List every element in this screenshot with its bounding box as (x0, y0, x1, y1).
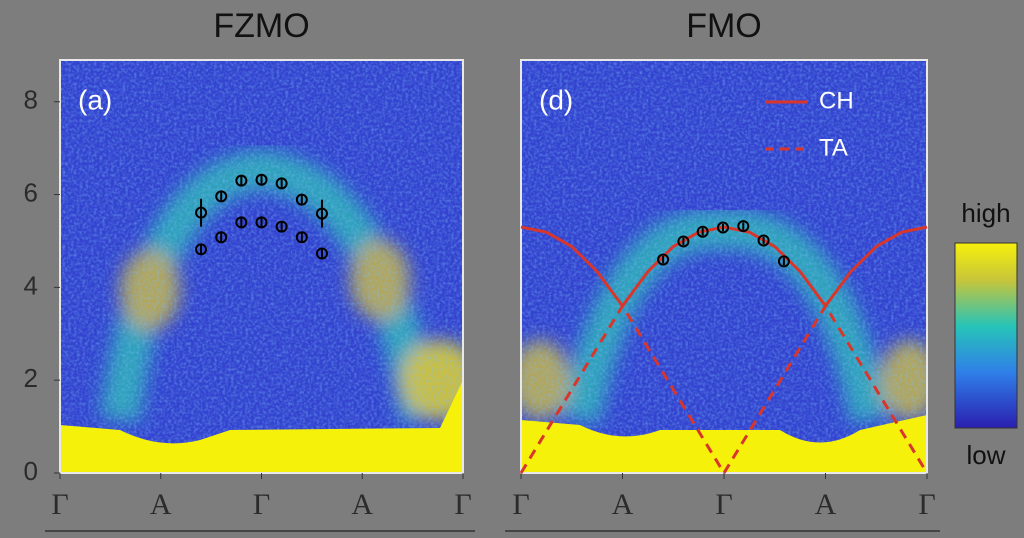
point (235, 216, 248, 229)
x-tick-label: Γ (454, 488, 471, 521)
point (195, 206, 208, 219)
x-tick-label: A (612, 488, 634, 521)
point (295, 193, 308, 206)
point (657, 253, 670, 266)
panel-label: (d) (539, 84, 573, 115)
colorbar-low: low (966, 440, 1005, 470)
legend-label: TA (819, 134, 848, 161)
y-tick-label: 8 (24, 85, 38, 115)
x-tick-label: Γ (918, 488, 935, 521)
heatmap (521, 60, 927, 473)
point (195, 243, 208, 256)
point (295, 231, 308, 244)
point (215, 231, 228, 244)
point (215, 190, 228, 203)
x-tick-label: A (150, 488, 172, 521)
y-tick-label: 6 (24, 177, 38, 207)
line (520, 225, 928, 309)
point (255, 216, 268, 229)
point (315, 207, 328, 220)
point (757, 234, 770, 247)
chart-title: FZMO (213, 7, 309, 45)
point (737, 220, 750, 233)
y-tick-label: 0 (24, 456, 38, 486)
point (696, 225, 709, 238)
x-tick-label: Γ (51, 488, 68, 521)
heatmap (60, 60, 463, 473)
y-tick-label: 2 (24, 363, 38, 393)
colorbar (954, 242, 1018, 429)
colorbar-high: high (961, 198, 1010, 228)
x-tick-label: Γ (253, 488, 270, 521)
x-tick-label: Γ (715, 488, 732, 521)
y-tick-label: 4 (24, 270, 38, 300)
point (255, 173, 268, 186)
legend-label: CH (819, 87, 854, 114)
x-tick-label: A (815, 488, 837, 521)
point (275, 177, 288, 190)
point (315, 247, 328, 260)
chart-title: FMO (686, 7, 762, 45)
panel-label: (a) (78, 84, 112, 115)
point (716, 221, 729, 234)
x-tick-label: A (351, 488, 373, 521)
point (677, 235, 690, 248)
line (519, 303, 929, 476)
x-tick-label: Γ (512, 488, 529, 521)
point (235, 174, 248, 187)
point (275, 220, 288, 233)
point (777, 255, 790, 268)
